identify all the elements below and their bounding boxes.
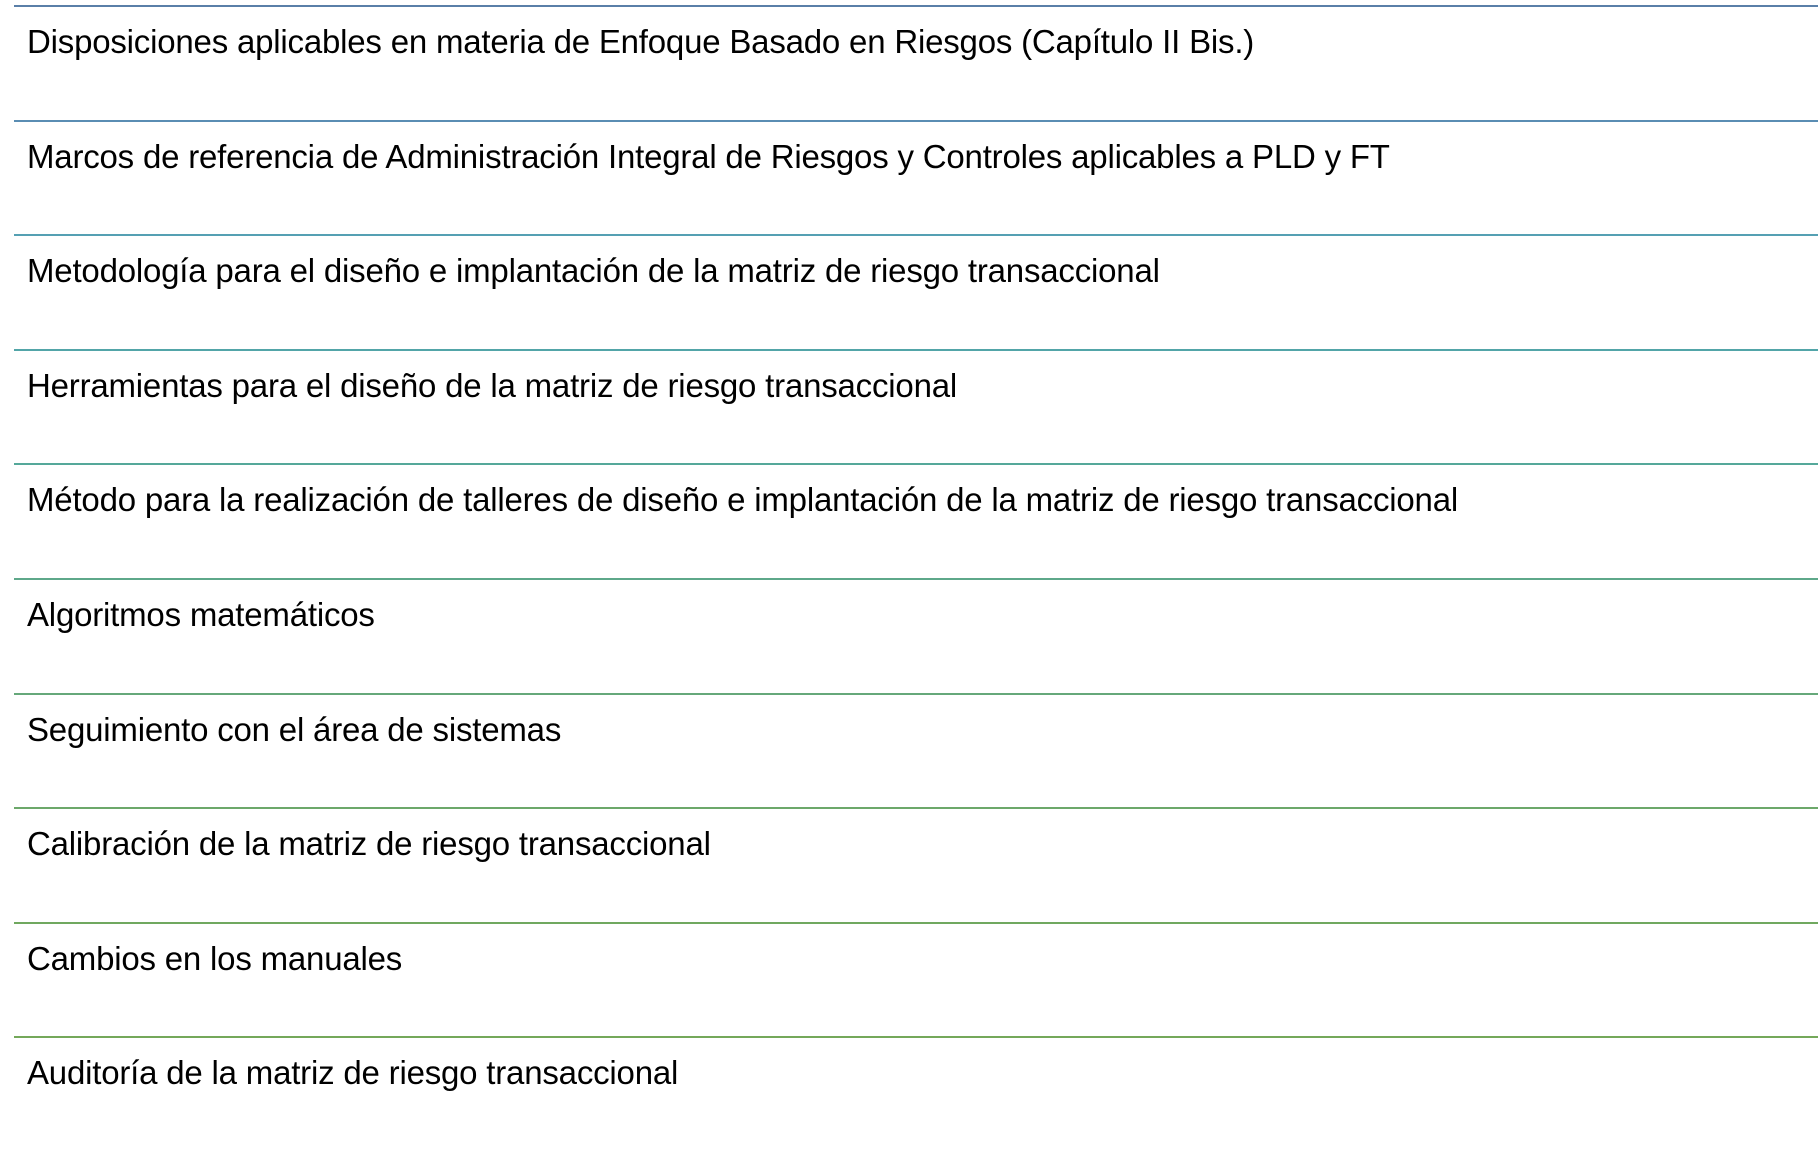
list-item-label: Método para la realización de talleres d… [27, 481, 1458, 519]
divider [14, 348, 1818, 351]
list-item: Algoritmos matemáticos [14, 578, 1818, 693]
list-item: Auditoría de la matriz de riesgo transac… [14, 1036, 1818, 1151]
list-item-label: Metodología para el diseño e implantació… [27, 252, 1160, 290]
list-item-label: Seguimiento con el área de sistemas [27, 710, 562, 748]
list-item-label: Marcos de referencia de Administración I… [27, 137, 1390, 175]
divider [14, 807, 1818, 810]
divider [14, 1036, 1818, 1039]
list-item: Metodología para el diseño e implantació… [14, 234, 1818, 349]
list-item-label: Cambios en los manuales [27, 939, 403, 977]
list-item-label: Disposiciones aplicables en materia de E… [27, 23, 1255, 60]
list-item-label: Herramientas para el diseño de la matriz… [27, 366, 958, 404]
list-item-label: Calibración de la matriz de riesgo trans… [27, 825, 711, 863]
list-item-label: Auditoría de la matriz de riesgo transac… [27, 1054, 679, 1092]
divider [14, 578, 1818, 580]
list-item: Seguimiento con el área de sistemas [14, 692, 1818, 808]
list-item: Método para la realización de talleres d… [14, 463, 1818, 578]
divider [14, 463, 1818, 466]
list-item: Calibración de la matriz de riesgo trans… [14, 807, 1818, 922]
divider [14, 119, 1818, 122]
divider [14, 234, 1818, 237]
list-item: Herramientas para el diseño de la matriz… [14, 348, 1818, 464]
divider [14, 692, 1818, 695]
list-item: Cambios en los manuales [14, 921, 1818, 1037]
list-item-label: Algoritmos matemáticos [27, 596, 375, 633]
divider [14, 5, 1818, 7]
divider [14, 921, 1818, 924]
list-item: Disposiciones aplicables en materia de E… [14, 5, 1818, 120]
list-item: Marcos de referencia de Administración I… [14, 119, 1818, 235]
